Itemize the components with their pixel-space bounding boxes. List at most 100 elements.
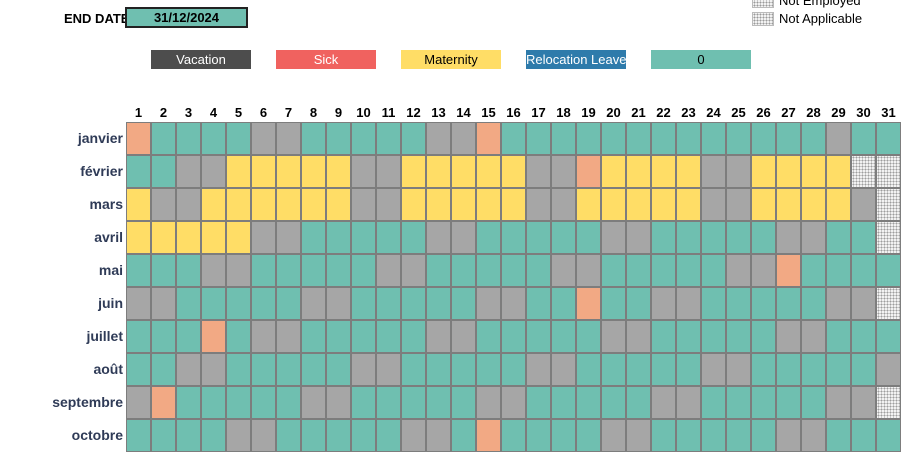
day-cell[interactable] [301, 221, 326, 254]
day-cell[interactable] [826, 221, 851, 254]
day-cell[interactable] [201, 386, 226, 419]
day-cell[interactable] [726, 386, 751, 419]
day-cell[interactable] [376, 188, 401, 221]
day-cell[interactable] [451, 254, 476, 287]
day-cell[interactable] [551, 287, 576, 320]
day-cell[interactable] [851, 320, 876, 353]
day-cell[interactable] [351, 386, 376, 419]
day-cell[interactable] [226, 386, 251, 419]
day-cell[interactable] [801, 122, 826, 155]
day-cell[interactable] [326, 320, 351, 353]
day-cell[interactable] [526, 188, 551, 221]
day-cell[interactable] [876, 254, 901, 287]
day-cell[interactable] [276, 353, 301, 386]
day-cell[interactable] [751, 188, 776, 221]
day-cell[interactable] [626, 353, 651, 386]
day-cell[interactable] [276, 155, 301, 188]
day-cell[interactable] [251, 320, 276, 353]
day-cell[interactable] [126, 122, 151, 155]
day-cell[interactable] [876, 122, 901, 155]
day-cell[interactable] [226, 320, 251, 353]
day-cell[interactable] [726, 122, 751, 155]
day-cell[interactable] [851, 155, 876, 188]
end-date-field[interactable]: 31/12/2024 [125, 7, 248, 28]
day-cell[interactable] [501, 419, 526, 452]
day-cell[interactable] [701, 188, 726, 221]
day-cell[interactable] [476, 122, 501, 155]
day-cell[interactable] [376, 254, 401, 287]
day-cell[interactable] [326, 221, 351, 254]
day-cell[interactable] [876, 419, 901, 452]
day-cell[interactable] [776, 188, 801, 221]
day-cell[interactable] [626, 188, 651, 221]
day-cell[interactable] [251, 155, 276, 188]
day-cell[interactable] [626, 221, 651, 254]
day-cell[interactable] [851, 188, 876, 221]
day-cell[interactable] [851, 287, 876, 320]
day-cell[interactable] [326, 254, 351, 287]
day-cell[interactable] [451, 353, 476, 386]
day-cell[interactable] [551, 122, 576, 155]
day-cell[interactable] [676, 188, 701, 221]
day-cell[interactable] [701, 287, 726, 320]
day-cell[interactable] [551, 320, 576, 353]
day-cell[interactable] [301, 353, 326, 386]
day-cell[interactable] [326, 419, 351, 452]
day-cell[interactable] [476, 386, 501, 419]
day-cell[interactable] [376, 155, 401, 188]
day-cell[interactable] [201, 155, 226, 188]
day-cell[interactable] [601, 221, 626, 254]
day-cell[interactable] [751, 287, 776, 320]
day-cell[interactable] [201, 419, 226, 452]
day-cell[interactable] [276, 188, 301, 221]
day-cell[interactable] [576, 353, 601, 386]
day-cell[interactable] [851, 254, 876, 287]
day-cell[interactable] [576, 386, 601, 419]
day-cell[interactable] [726, 419, 751, 452]
day-cell[interactable] [251, 221, 276, 254]
day-cell[interactable] [601, 254, 626, 287]
day-cell[interactable] [526, 320, 551, 353]
day-cell[interactable] [876, 188, 901, 221]
day-cell[interactable] [776, 155, 801, 188]
day-cell[interactable] [201, 254, 226, 287]
day-cell[interactable] [826, 122, 851, 155]
day-cell[interactable] [201, 188, 226, 221]
day-cell[interactable] [676, 122, 701, 155]
day-cell[interactable] [151, 122, 176, 155]
day-cell[interactable] [501, 122, 526, 155]
day-cell[interactable] [301, 386, 326, 419]
day-cell[interactable] [326, 287, 351, 320]
day-cell[interactable] [451, 155, 476, 188]
day-cell[interactable] [676, 320, 701, 353]
day-cell[interactable] [576, 320, 601, 353]
day-cell[interactable] [501, 155, 526, 188]
day-cell[interactable] [451, 122, 476, 155]
day-cell[interactable] [876, 386, 901, 419]
day-cell[interactable] [126, 221, 151, 254]
day-cell[interactable] [651, 320, 676, 353]
day-cell[interactable] [151, 320, 176, 353]
day-cell[interactable] [276, 254, 301, 287]
day-cell[interactable] [476, 320, 501, 353]
day-cell[interactable] [151, 155, 176, 188]
day-cell[interactable] [401, 287, 426, 320]
day-cell[interactable] [526, 221, 551, 254]
day-cell[interactable] [426, 386, 451, 419]
day-cell[interactable] [401, 254, 426, 287]
day-cell[interactable] [801, 254, 826, 287]
day-cell[interactable] [726, 320, 751, 353]
day-cell[interactable] [601, 155, 626, 188]
day-cell[interactable] [701, 254, 726, 287]
day-cell[interactable] [801, 419, 826, 452]
day-cell[interactable] [201, 320, 226, 353]
day-cell[interactable] [126, 353, 151, 386]
day-cell[interactable] [526, 287, 551, 320]
day-cell[interactable] [526, 122, 551, 155]
day-cell[interactable] [426, 287, 451, 320]
day-cell[interactable] [151, 188, 176, 221]
day-cell[interactable] [501, 188, 526, 221]
day-cell[interactable] [176, 287, 201, 320]
day-cell[interactable] [626, 122, 651, 155]
day-cell[interactable] [651, 155, 676, 188]
